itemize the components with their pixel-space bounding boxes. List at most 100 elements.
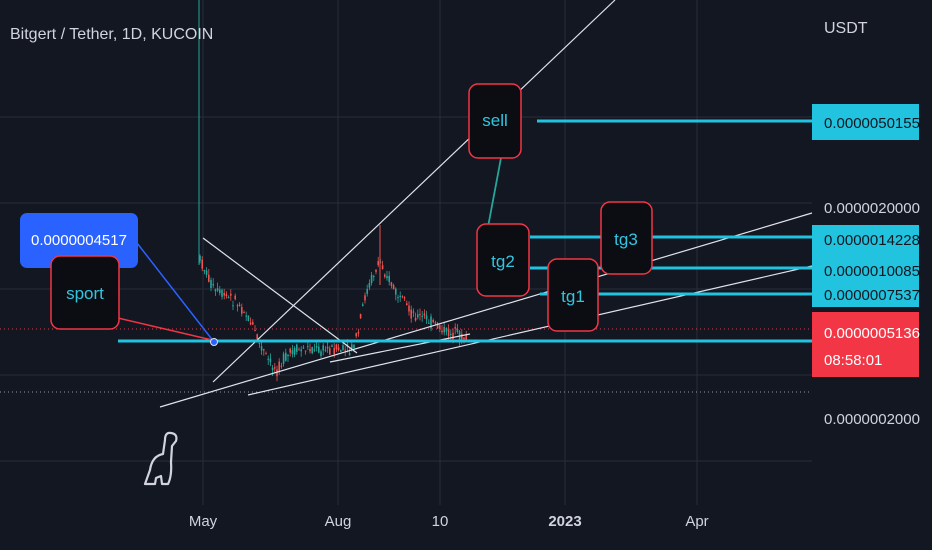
candle-body bbox=[230, 293, 232, 296]
entry-price-callout[interactable]: 0.0000004517 bbox=[20, 213, 138, 268]
candle-body bbox=[298, 349, 300, 351]
trendline-support-mid bbox=[247, 265, 813, 396]
countdown-text: 08:58:01 bbox=[824, 352, 882, 369]
entry-point-marker[interactable] bbox=[210, 338, 218, 346]
candle-body bbox=[238, 304, 241, 307]
tg1-callout[interactable]: tg1 bbox=[547, 258, 599, 332]
candle-body bbox=[296, 344, 298, 352]
candle-body bbox=[333, 347, 335, 354]
x-tick-label: May bbox=[189, 513, 218, 530]
candle-body bbox=[245, 315, 247, 317]
chart-title: Bitgert / Tether, 1D, KUCOIN bbox=[10, 26, 214, 43]
tg1-text: tg1 bbox=[561, 287, 585, 306]
tg3-price-tag-text: 0.0000014228 bbox=[824, 232, 920, 249]
candle-body bbox=[199, 255, 201, 261]
sell-price-tag bbox=[812, 104, 919, 140]
candle-body bbox=[408, 305, 410, 312]
candle-body bbox=[289, 348, 291, 353]
candle-body bbox=[269, 358, 272, 363]
candle-body bbox=[331, 345, 333, 347]
candle-body bbox=[417, 314, 419, 318]
candle-body bbox=[425, 315, 428, 320]
tg2-callout[interactable]: tg2 bbox=[476, 223, 530, 297]
current-price-tag-text: 0.0000005136 bbox=[824, 325, 920, 342]
x-tick-label: 2023 bbox=[548, 513, 581, 530]
candle-body bbox=[329, 348, 331, 355]
price-unit-label: USDT bbox=[824, 20, 868, 37]
candle-body bbox=[428, 322, 430, 324]
candle-body bbox=[388, 275, 390, 283]
candle-body bbox=[439, 325, 441, 330]
candle-body bbox=[362, 304, 364, 306]
candle-body bbox=[381, 265, 384, 270]
candle-body bbox=[320, 351, 322, 356]
candle-body bbox=[384, 274, 386, 277]
candle-body bbox=[423, 313, 426, 316]
tg2-text: tg2 bbox=[491, 252, 515, 271]
candle-body bbox=[274, 367, 276, 369]
sport-callout[interactable]: sport bbox=[50, 255, 120, 330]
grid bbox=[0, 0, 812, 505]
candle-body bbox=[410, 309, 412, 319]
candle-body bbox=[392, 285, 395, 290]
candle-body bbox=[419, 314, 421, 316]
candle-body bbox=[201, 259, 203, 269]
candle-body bbox=[324, 349, 327, 351]
candle-body bbox=[403, 297, 406, 299]
candle-body bbox=[432, 319, 434, 323]
candle-body bbox=[260, 346, 263, 351]
sell-callout[interactable]: sell bbox=[468, 83, 522, 159]
candle-body bbox=[368, 283, 371, 288]
tg3-callout[interactable]: tg3 bbox=[600, 201, 653, 275]
candle-body bbox=[315, 346, 318, 348]
candle-body bbox=[322, 345, 324, 351]
candle-body bbox=[227, 296, 230, 298]
candle-body bbox=[390, 282, 393, 286]
candle-body bbox=[271, 367, 274, 371]
candle-body bbox=[359, 314, 362, 319]
candle-body bbox=[406, 303, 408, 306]
trendline-upper-channel bbox=[212, 0, 616, 383]
candle-body bbox=[357, 332, 360, 334]
candle-body bbox=[278, 361, 280, 371]
candle-body bbox=[243, 312, 245, 314]
candle-body bbox=[236, 305, 239, 307]
tg2-price-tag-text: 0.0000010085 bbox=[824, 263, 920, 280]
candle-body bbox=[454, 327, 456, 329]
time-axis: May Aug 10 2023 Apr bbox=[189, 513, 709, 530]
trendlines bbox=[159, 0, 813, 408]
candle-body bbox=[280, 365, 283, 367]
candle-body bbox=[342, 345, 344, 351]
candle-body bbox=[249, 322, 252, 325]
x-tick-label: Aug bbox=[325, 513, 352, 530]
candle-body bbox=[337, 347, 340, 351]
tg1-price-tag-text: 0.0000007537 bbox=[824, 287, 920, 304]
tg3-price-tag bbox=[812, 225, 919, 258]
candle-body bbox=[203, 270, 206, 272]
candle-body bbox=[399, 295, 401, 297]
candle-body bbox=[293, 348, 296, 355]
candle-body bbox=[463, 337, 465, 340]
candle-body bbox=[441, 330, 443, 333]
candle-body bbox=[344, 349, 346, 351]
candle-body bbox=[241, 307, 243, 314]
candle-body bbox=[452, 332, 454, 340]
candle-body bbox=[445, 327, 448, 332]
tg2-price-tag bbox=[812, 258, 919, 283]
candle-body bbox=[309, 349, 311, 352]
candle-body bbox=[212, 284, 214, 286]
trendline-descending bbox=[202, 237, 358, 354]
candle-body bbox=[326, 346, 329, 349]
sport-text: sport bbox=[66, 284, 104, 303]
candle-body bbox=[377, 261, 379, 266]
candle-body bbox=[214, 289, 217, 292]
candle-body bbox=[395, 288, 397, 295]
candle-body bbox=[421, 315, 423, 317]
candle-body bbox=[366, 289, 368, 294]
candle-body bbox=[436, 322, 439, 329]
candle-body bbox=[210, 280, 212, 289]
candle-body bbox=[311, 347, 313, 354]
candle-body bbox=[234, 295, 236, 300]
candle-body bbox=[247, 315, 250, 321]
